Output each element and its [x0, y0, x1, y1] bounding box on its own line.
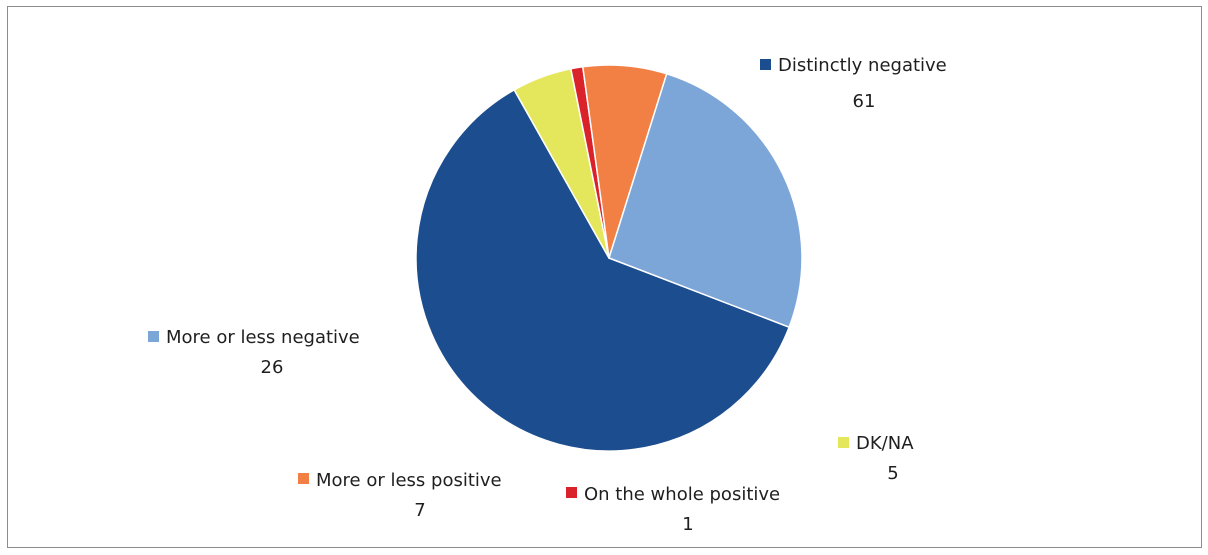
- pie-slice-distinctly-negative: [415, 88, 791, 452]
- slice-label: More or less positive: [316, 470, 502, 491]
- pie-slices: [415, 64, 803, 452]
- pie-slice-more-or-less-negative: [608, 72, 803, 329]
- legend-marker: [760, 59, 771, 70]
- slice-value-label: 5: [887, 463, 898, 484]
- legend-marker: [148, 331, 159, 342]
- slice-label: On the whole positive: [584, 484, 780, 505]
- legend-marker: [566, 487, 577, 498]
- slice-value-label: 1: [682, 514, 693, 535]
- slice-label: More or less negative: [166, 327, 360, 348]
- slice-value-label: 61: [853, 91, 876, 112]
- slice-labels: Distinctly negative 61 DK/NA 5 On the whole …: [148, 55, 947, 535]
- legend-marker: [298, 473, 309, 484]
- slice-label: Distinctly negative: [778, 55, 947, 76]
- slice-label: DK/NA: [856, 433, 914, 454]
- slice-value-label: 7: [414, 500, 425, 521]
- slice-value-label: 26: [261, 357, 284, 378]
- legend-marker: [838, 437, 849, 448]
